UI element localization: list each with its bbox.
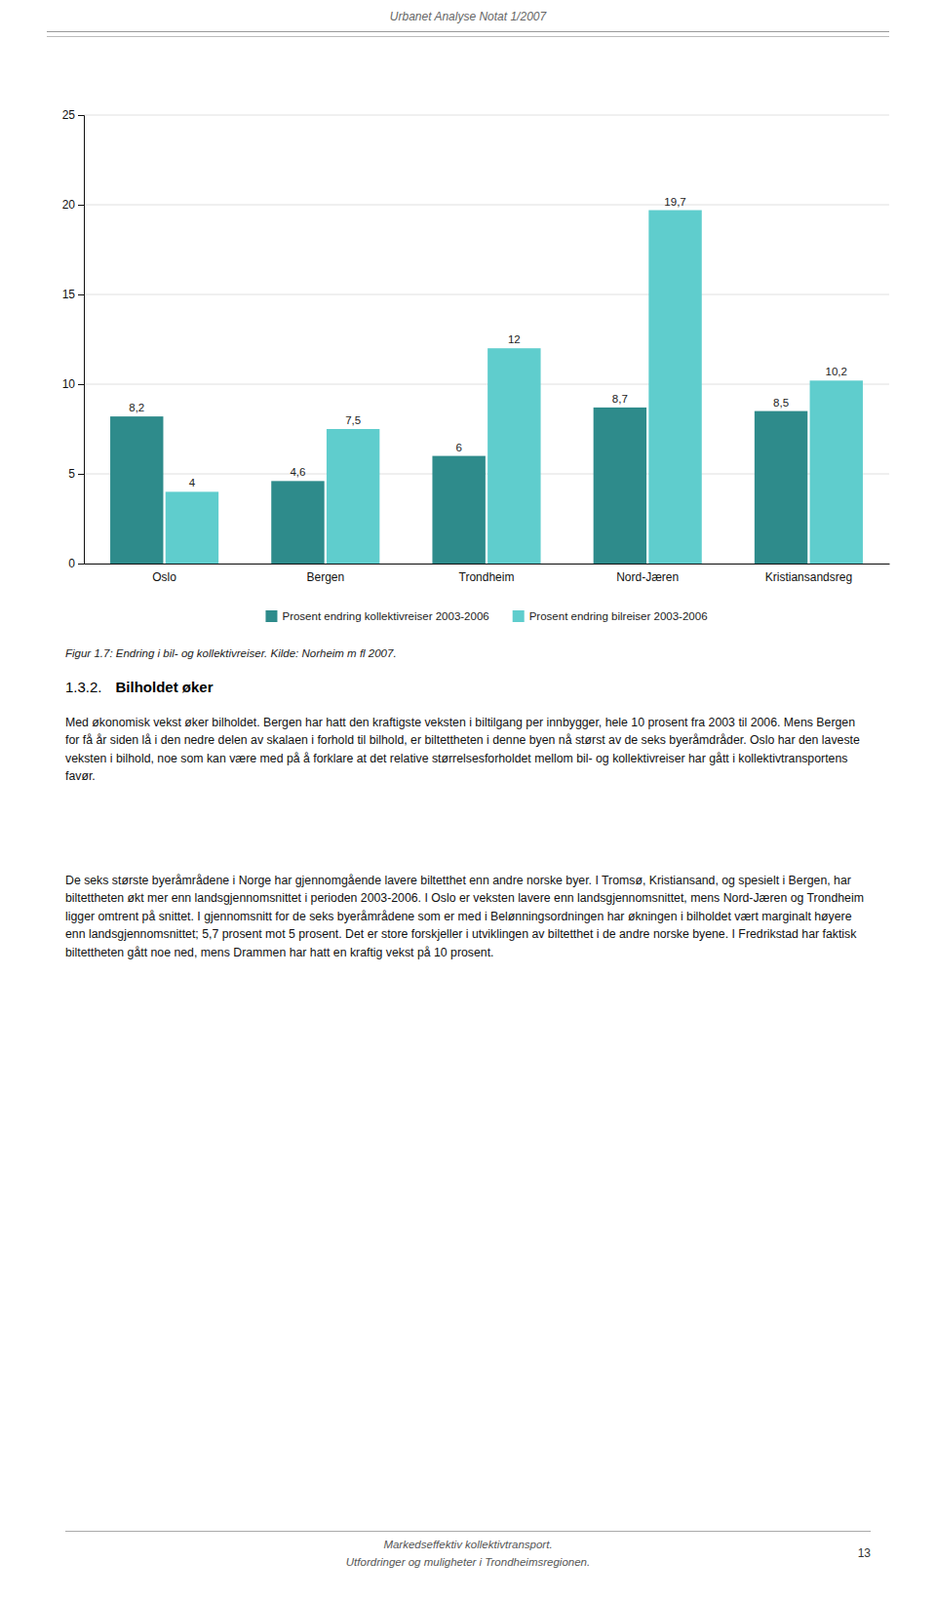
data-label: 7,5	[345, 414, 361, 427]
x-axis-line	[84, 563, 891, 565]
bar	[648, 210, 702, 564]
bar	[326, 429, 380, 564]
x-tick: Oslo	[152, 570, 177, 585]
y-tick-mark	[78, 384, 84, 386]
y-tick: 5	[68, 467, 84, 481]
x-tick-label: Oslo	[152, 570, 177, 585]
bar	[165, 491, 219, 564]
page-number: 13	[858, 1546, 871, 1560]
x-tick: Bergen	[306, 570, 345, 585]
data-label: 6	[455, 441, 462, 454]
footer-line: Markedseffektiv kollektivtransport.	[65, 1538, 871, 1551]
data-label: 8,5	[773, 396, 789, 409]
section-heading: Bilholdet øker	[116, 678, 214, 696]
legend-swatch	[512, 610, 525, 623]
legend-label: Prosent endring bilreiser 2003-2006	[529, 610, 708, 623]
section-title: 1.3.2. Bilholdet øker	[65, 678, 871, 696]
y-tick: 10	[62, 377, 84, 391]
y-tick-label: 0	[68, 556, 76, 571]
paragraph: De seks største byeråmrådene i Norge har…	[65, 871, 871, 962]
x-tick-label: Kristiansandsreg	[765, 570, 853, 585]
y-tick-mark	[78, 473, 84, 475]
data-label: 8,7	[612, 392, 628, 405]
data-label: 10,2	[825, 365, 848, 378]
x-tick-label: Bergen	[306, 570, 345, 585]
bar	[593, 407, 647, 564]
y-tick-label: 10	[62, 377, 77, 391]
rule	[46, 31, 890, 33]
x-axis: Oslo Bergen Trondheim Nord-Jæren Kristiansan…	[84, 564, 891, 585]
x-tick-label: Nord-Jæren	[616, 570, 679, 585]
y-tick-label: 15	[62, 287, 77, 302]
chart-title: Figur 1.7: Endring i bil- og kollektivre…	[65, 647, 871, 660]
section-number: 1.3.2.	[65, 678, 103, 696]
x-tick: Trondheim	[459, 570, 515, 585]
bar	[754, 411, 808, 564]
x-tick: Kristiansandsreg	[765, 570, 853, 585]
grid	[83, 115, 890, 564]
y-axis: 0 5 10 15 20 25	[62, 108, 85, 571]
data-label: 12	[507, 333, 521, 346]
data-labels: 8,2 4,6 6 8,7 8,5 4 7,5 12 19,7 10,2	[128, 195, 848, 490]
x-tick: Nord-Jæren	[616, 570, 679, 585]
data-label: 4	[189, 476, 196, 489]
y-tick: 20	[62, 197, 84, 212]
bar	[487, 348, 541, 564]
rule	[46, 36, 890, 38]
y-tick-label: 20	[62, 197, 77, 212]
bar	[810, 380, 863, 564]
y-tick: 0	[68, 556, 84, 571]
rule	[65, 1530, 871, 1532]
y-tick-label: 25	[62, 108, 77, 122]
header: Urbanet Analyse Notat 1/2007	[0, 9, 936, 24]
y-tick-mark	[78, 115, 84, 117]
chart: 8,2 4,6 6 8,7 8,5 4 7,5 12 19,7 10,2 0 5 10 15 20 25 Osl…	[0, 87, 936, 644]
footer-line: Utfordringer og muligheter i Trondheimsr…	[65, 1556, 871, 1568]
y-tick-label: 5	[68, 467, 76, 481]
data-label: 4,6	[289, 466, 306, 478]
bar	[271, 480, 324, 564]
legend: Prosent endring kollektivreiser 2003-200…	[265, 610, 707, 623]
bars	[110, 210, 863, 564]
grid-line	[83, 294, 890, 296]
data-label: 8,2	[128, 401, 145, 414]
grid-line	[83, 204, 890, 206]
y-tick: 25	[62, 108, 84, 122]
legend-item: Prosent endring kollektivreiser 2003-200…	[265, 610, 489, 623]
legend-swatch	[265, 610, 277, 623]
grid-line	[83, 115, 890, 117]
legend-item: Prosent endring bilreiser 2003-2006	[512, 610, 708, 623]
data-label: 19,7	[663, 195, 686, 208]
y-tick-mark	[78, 204, 84, 206]
y-tick: 15	[62, 287, 84, 302]
legend-label: Prosent endring kollektivreiser 2003-200…	[281, 610, 489, 623]
bar	[431, 456, 485, 564]
paragraph: Med økonomisk vekst øker bilholdet. Berg…	[65, 713, 871, 786]
y-tick-mark	[78, 563, 84, 565]
x-tick-label: Trondheim	[459, 570, 515, 585]
bar	[110, 416, 163, 564]
plot: 8,2 4,6 6 8,7 8,5 4 7,5 12 19,7 10,2 0 5 10 15 20 25 Osl…	[62, 108, 891, 623]
grid-line	[83, 384, 890, 386]
y-tick-mark	[78, 294, 84, 296]
y-axis-line	[78, 116, 85, 565]
